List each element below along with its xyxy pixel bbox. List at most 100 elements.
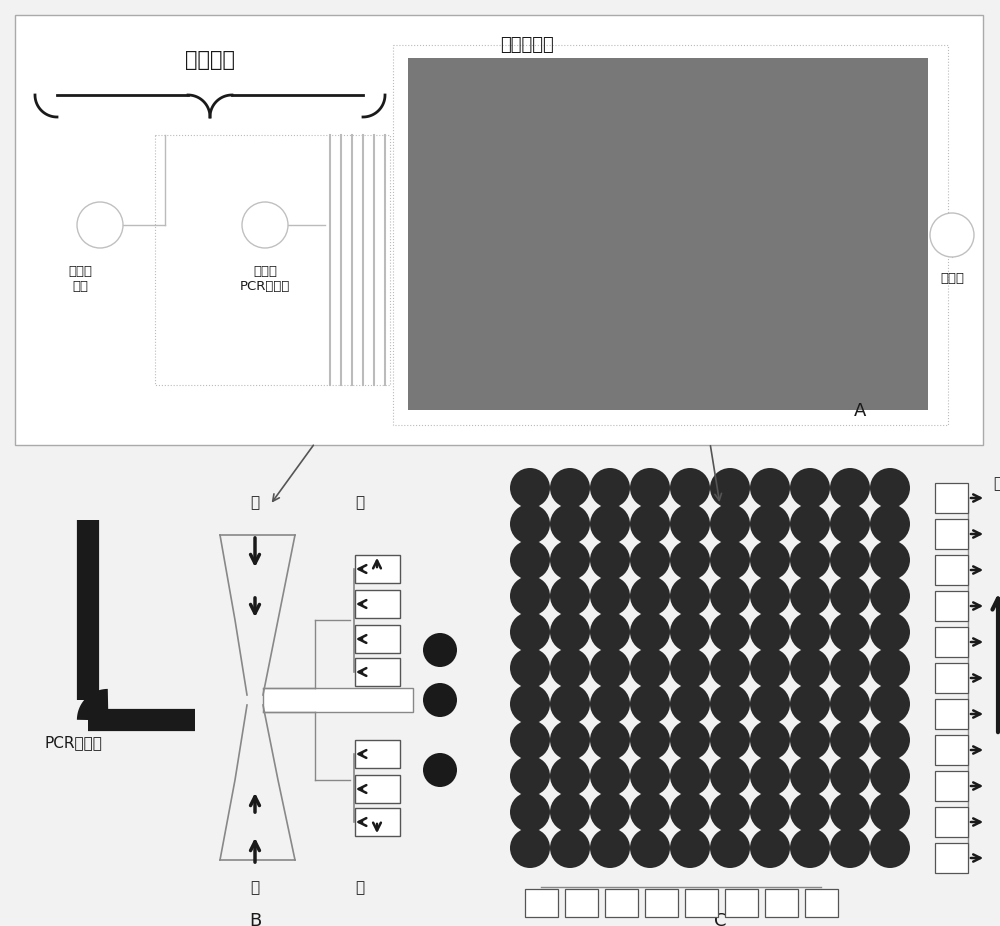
Circle shape [710,612,750,652]
Text: B: B [249,912,261,926]
Circle shape [630,720,670,760]
Circle shape [830,828,870,868]
Circle shape [710,504,750,544]
Circle shape [710,540,750,580]
Circle shape [830,504,870,544]
Circle shape [550,720,590,760]
Circle shape [750,540,790,580]
Circle shape [870,612,910,652]
Circle shape [790,612,830,652]
Bar [355,555,400,583]
Circle shape [870,828,910,868]
Circle shape [870,468,910,508]
Circle shape [830,756,870,796]
Bar [355,740,400,768]
Bar [645,889,678,917]
Circle shape [590,648,630,688]
Circle shape [790,648,830,688]
Circle shape [870,756,910,796]
Circle shape [710,684,750,724]
Circle shape [550,828,590,868]
Circle shape [670,540,710,580]
Text: C: C [714,912,726,926]
Circle shape [710,756,750,796]
Circle shape [790,792,830,832]
Circle shape [590,576,630,616]
Circle shape [670,828,710,868]
Text: 油: 油 [355,495,365,510]
Text: 油: 油 [993,476,1000,491]
Circle shape [670,720,710,760]
Bar [935,519,968,549]
Circle shape [242,202,288,248]
Circle shape [870,792,910,832]
Circle shape [510,504,550,544]
Circle shape [510,828,550,868]
Circle shape [77,202,123,248]
Bar [525,889,558,917]
Circle shape [550,576,590,616]
Circle shape [790,576,830,616]
Circle shape [510,792,550,832]
Circle shape [830,720,870,760]
Circle shape [790,684,830,724]
Circle shape [590,828,630,868]
Circle shape [830,576,870,616]
Bar [355,775,400,803]
Circle shape [830,468,870,508]
Circle shape [870,648,910,688]
Circle shape [670,684,710,724]
Circle shape [710,468,750,508]
Bar [355,590,400,618]
Circle shape [790,828,830,868]
Circle shape [630,612,670,652]
Circle shape [630,504,670,544]
Circle shape [790,504,830,544]
Bar [355,658,400,686]
Text: 油相: 油相 [72,280,88,293]
Bar [355,625,400,653]
Bar [935,663,968,693]
Bar [155,135,390,385]
Circle shape [670,504,710,544]
Bar [935,627,968,657]
Circle shape [670,756,710,796]
Bar [935,591,968,621]
Circle shape [670,792,710,832]
Circle shape [630,684,670,724]
Circle shape [510,648,550,688]
Circle shape [510,756,550,796]
Bar [565,889,598,917]
Circle shape [550,504,590,544]
Circle shape [590,792,630,832]
Circle shape [790,720,830,760]
Circle shape [750,612,790,652]
Bar [935,735,968,765]
Circle shape [590,720,630,760]
Circle shape [870,504,910,544]
Circle shape [930,213,974,257]
Circle shape [550,684,590,724]
Text: 进样口: 进样口 [68,265,92,278]
Circle shape [750,720,790,760]
Circle shape [870,720,910,760]
Bar [935,843,968,873]
Circle shape [630,756,670,796]
Bar [805,889,838,917]
Circle shape [670,648,710,688]
Circle shape [750,756,790,796]
Bar [495,450,985,910]
Circle shape [510,576,550,616]
Circle shape [590,540,630,580]
Circle shape [750,576,790,616]
Circle shape [590,468,630,508]
Circle shape [590,504,630,544]
Bar [765,889,798,917]
Circle shape [710,720,750,760]
Circle shape [710,576,750,616]
Circle shape [750,684,790,724]
Bar [605,889,638,917]
Circle shape [630,828,670,868]
Text: 油: 油 [250,495,260,510]
Circle shape [750,828,790,868]
